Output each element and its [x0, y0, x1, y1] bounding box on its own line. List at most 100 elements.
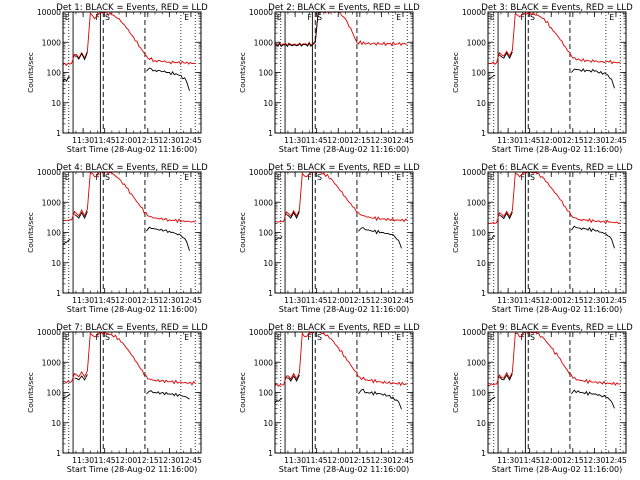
events-series-line: [499, 373, 513, 381]
events-series-line: [488, 235, 496, 241]
x-tick-label: 11:45: [94, 456, 116, 465]
panel-title: Det 3: BLACK = Events, RED = LLD: [481, 3, 633, 13]
panel-det-7: Det 7: BLACK = Events, RED = LLD 1 10 100 10…: [26, 323, 208, 474]
events-series-line: [63, 393, 71, 400]
y-tick-label: 1: [56, 289, 61, 298]
y-tick-label: 1: [268, 289, 273, 298]
plot-area: [275, 12, 408, 48]
panel-det-4: Det 4: BLACK = Events, RED = LLD 1 10 100 10…: [26, 163, 208, 314]
y-tick-label: 100: [472, 229, 487, 238]
marker-letter: F: [95, 333, 99, 342]
y-tick-label: 10000: [37, 8, 61, 17]
lld-series-line: [275, 172, 408, 223]
y-tick-label: 100: [47, 229, 62, 238]
panel-det-8: Det 8: BLACK = Events, RED = LLD 1 10 100 10…: [238, 323, 420, 474]
marker-letter: S: [530, 13, 535, 22]
panel-frame: [62, 171, 202, 294]
x-tick-label: 12:45: [605, 456, 627, 465]
events-series-line: [488, 74, 496, 80]
x-tick-label: 11:30: [497, 296, 519, 305]
x-tick-label: 12:30: [158, 296, 180, 305]
lld-series-line: [488, 172, 621, 225]
lld-series-line: [488, 12, 621, 65]
marker-letter: S: [317, 333, 322, 342]
y-tick-label: 1: [481, 449, 486, 458]
panel-title: Det 6: BLACK = Events, RED = LLD: [481, 163, 633, 173]
y-tick-label: 100: [472, 389, 487, 398]
plot-area: [63, 332, 196, 400]
x-axis-label: Start Time (28-Aug-02 11:16:00): [279, 465, 410, 474]
marker-letter: E: [184, 13, 189, 22]
x-tick-label: 12:30: [583, 136, 605, 145]
x-tick-label: 11:45: [519, 136, 541, 145]
y-axis-label: Counts/sec: [238, 212, 247, 253]
x-tick-label: 12:15: [562, 136, 584, 145]
lld-series-line: [63, 12, 196, 67]
panel-frame: [62, 331, 202, 454]
x-tick-label: 12:15: [349, 136, 371, 145]
y-tick-label: 10000: [249, 328, 273, 337]
x-axis-label: Start Time (28-Aug-02 11:16:00): [279, 145, 410, 154]
marker-letter: F: [520, 13, 524, 22]
y-tick-label: 10000: [462, 8, 486, 17]
plot-area: [275, 332, 408, 410]
events-series-line: [499, 212, 513, 220]
x-tick-label: 11:30: [284, 456, 306, 465]
y-tick-label: 10: [263, 419, 273, 428]
panel-det-5: Det 5: BLACK = Events, RED = LLD 1 10 100 10…: [238, 163, 420, 314]
marker-letter: E: [65, 13, 70, 22]
y-axis-label: Counts/sec: [451, 52, 460, 93]
x-tick-label: 12:15: [137, 456, 159, 465]
x-tick-label: 12:45: [605, 136, 627, 145]
y-tick-label: 1000: [467, 38, 486, 47]
x-tick-label: 12:00: [115, 456, 137, 465]
panel-title: Det 7: BLACK = Events, RED = LLD: [56, 323, 208, 333]
marker-letter: F: [520, 173, 524, 182]
marker-letter: F: [95, 173, 99, 182]
plot-area: [63, 172, 196, 251]
y-tick-label: 10: [476, 99, 486, 108]
x-tick-label: 12:00: [327, 136, 349, 145]
x-tick-label: 12:00: [327, 456, 349, 465]
events-series-line: [358, 227, 402, 249]
x-axis-label: Start Time (28-Aug-02 11:16:00): [492, 305, 623, 314]
events-series-line: [74, 52, 88, 61]
marker-letter: E: [65, 173, 70, 182]
marker-letter: E: [609, 173, 614, 182]
y-tick-label: 1000: [254, 358, 273, 367]
y-axis-label: Counts/sec: [26, 212, 35, 253]
marker-letter: S: [317, 173, 322, 182]
marker-letter: E: [396, 13, 401, 22]
y-axis-label: Counts/sec: [26, 372, 35, 413]
x-tick-label: 12:45: [605, 296, 627, 305]
events-series-line: [275, 236, 283, 241]
lld-series-line: [488, 332, 621, 387]
y-tick-label: 100: [259, 229, 274, 238]
y-axis-label: Counts/sec: [238, 372, 247, 413]
y-tick-label: 10000: [462, 328, 486, 337]
x-tick-label: 12:30: [158, 456, 180, 465]
panel-title: Det 5: BLACK = Events, RED = LLD: [268, 163, 420, 173]
marker-letter: S: [530, 173, 535, 182]
y-tick-label: 10: [476, 419, 486, 428]
events-series-line: [74, 374, 88, 381]
marker-letter: S: [105, 173, 110, 182]
x-tick-label: 11:30: [72, 136, 94, 145]
y-tick-label: 10000: [37, 328, 61, 337]
lld-series-line: [63, 332, 196, 386]
y-tick-label: 1000: [254, 198, 273, 207]
x-tick-label: 11:30: [284, 136, 306, 145]
x-tick-label: 11:45: [306, 136, 328, 145]
plot-area: [63, 12, 196, 91]
y-tick-label: 1000: [42, 198, 61, 207]
events-series-line: [571, 68, 615, 89]
panel-frame: [274, 171, 414, 294]
marker-letter: E: [490, 13, 495, 22]
panel-det-9: Det 9: BLACK = Events, RED = LLD 1 10 100 10…: [451, 323, 633, 474]
x-axis-label: Start Time (28-Aug-02 11:16:00): [279, 305, 410, 314]
y-tick-label: 1000: [254, 38, 273, 47]
marker-letter: F: [307, 173, 311, 182]
x-tick-label: 12:45: [180, 456, 202, 465]
panel-title: Det 8: BLACK = Events, RED = LLD: [268, 323, 420, 333]
x-tick-label: 12:30: [370, 456, 392, 465]
